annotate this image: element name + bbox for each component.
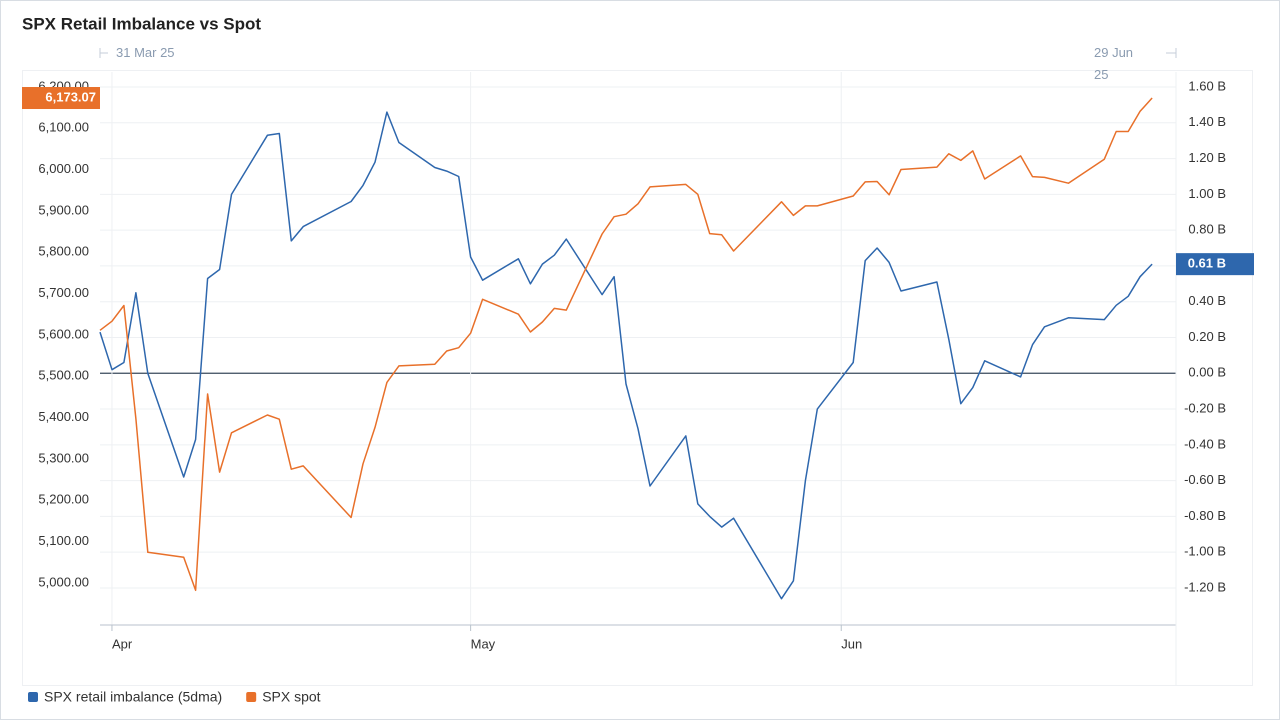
range-start: 31 Mar 25 <box>116 45 175 60</box>
legend-swatch <box>28 692 38 702</box>
y2-tick-label: 0.20 B <box>1188 329 1226 344</box>
y2-tick-label: -0.20 B <box>1184 400 1226 415</box>
y2-tick-label: 1.00 B <box>1188 186 1226 201</box>
last-value-box <box>22 87 100 110</box>
y2-tick-label: -1.20 B <box>1184 579 1226 594</box>
y2-tick-label: 1.60 B <box>1188 78 1226 93</box>
y-tick-label: 6,000.00 <box>38 161 89 176</box>
y-tick-label: 5,800.00 <box>38 244 89 259</box>
x-tick-label: Apr <box>112 636 133 651</box>
legend-label: SPX spot <box>262 689 320 705</box>
last-value-label: 6,173.07 <box>45 89 96 104</box>
y2-tick-label: -0.40 B <box>1184 436 1226 451</box>
chart-title: SPX Retail Imbalance vs Spot <box>22 14 261 33</box>
y-tick-label: 5,900.00 <box>38 202 89 217</box>
series-line <box>99 111 1153 600</box>
y2-tick-label: 1.40 B <box>1188 114 1226 129</box>
y2-tick-label: 0.00 B <box>1188 365 1226 380</box>
y2-tick-label: 1.20 B <box>1188 150 1226 165</box>
y-tick-label: 6,100.00 <box>38 120 89 135</box>
y-tick-label: 5,700.00 <box>38 285 89 300</box>
x-tick-label: May <box>471 636 496 651</box>
y-tick-label: 5,200.00 <box>38 492 89 507</box>
x-tick-label: Jun <box>841 636 862 651</box>
last-value-label: 0.61 B <box>1188 256 1226 271</box>
y-tick-label: 5,100.00 <box>38 533 89 548</box>
y-tick-label: 5,500.00 <box>38 368 89 383</box>
y-tick-label: 5,000.00 <box>38 574 89 589</box>
y-tick-label: 5,600.00 <box>38 326 89 341</box>
legend-swatch <box>246 692 257 702</box>
panel <box>22 70 1253 686</box>
y2-tick-label: -1.00 B <box>1184 544 1226 559</box>
last-value-box <box>1176 253 1254 276</box>
y2-tick-label: 0.80 B <box>1188 222 1226 237</box>
y2-tick-label: -0.60 B <box>1184 472 1226 487</box>
range-end: 29 Jun 25 <box>1094 45 1134 82</box>
y-tick-label: 5,400.00 <box>38 409 89 424</box>
y-tick-label: 5,300.00 <box>38 450 89 465</box>
series-line <box>99 97 1153 592</box>
y2-tick-label: -0.80 B <box>1184 508 1226 523</box>
legend-label: SPX retail imbalance (5dma) <box>44 689 222 705</box>
y2-tick-label: 0.40 B <box>1188 293 1226 308</box>
